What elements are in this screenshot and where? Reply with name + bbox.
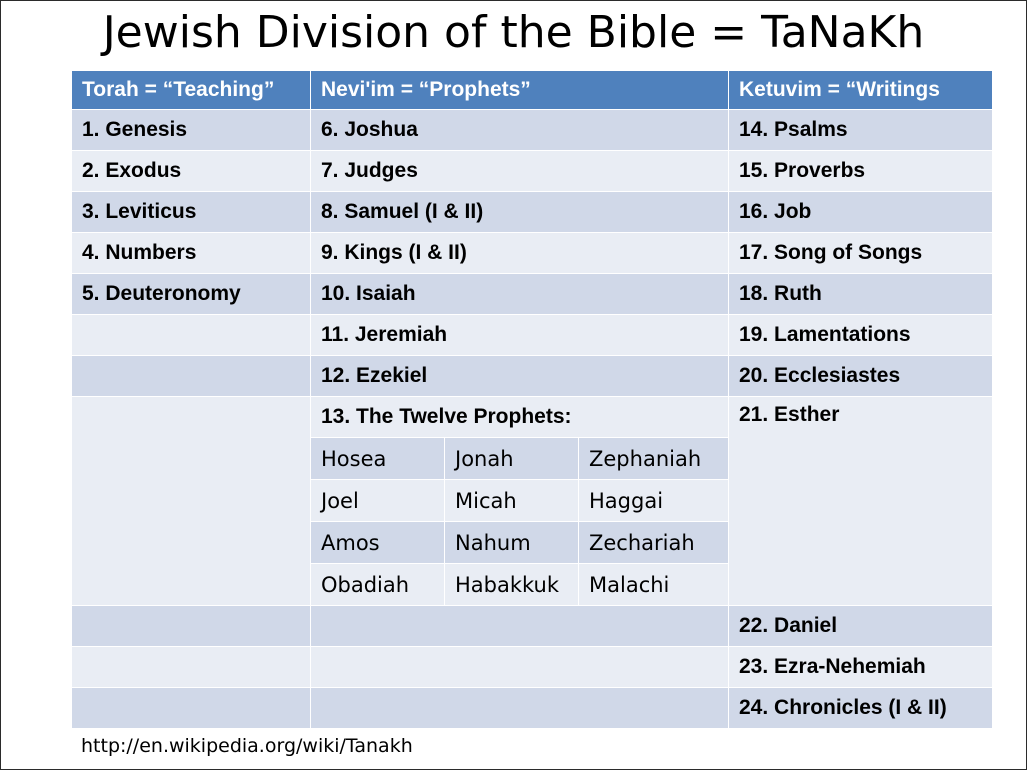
table-header-row: Torah = “Teaching” Nevi'im = “Prophets” … bbox=[71, 70, 993, 110]
table-row: 12. Ezekiel 20. Ecclesiastes bbox=[71, 355, 993, 397]
torah-cell-empty bbox=[71, 687, 311, 729]
slide-title: Jewish Division of the Bible = TaNaKh bbox=[102, 7, 925, 58]
prophets-row: Amos Nahum Zechariah bbox=[72, 521, 993, 564]
torah-cell-empty bbox=[71, 605, 311, 647]
ketuvim-cell: 23. Ezra-Nehemiah bbox=[728, 646, 993, 688]
neviim-cell: 6. Joshua bbox=[310, 109, 729, 151]
table-row: 22. Daniel bbox=[71, 605, 993, 647]
table-row: 5. Deuteronomy 10. Isaiah 18. Ruth bbox=[71, 273, 993, 315]
prophets-row: Hosea Jonah Zephaniah bbox=[72, 437, 993, 480]
neviim-cell: 10. Isaiah bbox=[310, 273, 729, 315]
prophet-cell: Habakkuk bbox=[444, 563, 579, 606]
prophet-cell: Nahum bbox=[444, 521, 579, 564]
table-row: 23. Ezra-Nehemiah bbox=[71, 646, 993, 688]
header-ketuvim: Ketuvim = “Writings bbox=[728, 70, 993, 110]
torah-cell: 1. Genesis bbox=[71, 109, 311, 151]
torah-cell-empty bbox=[71, 646, 311, 688]
ketuvim-cell: 14. Psalms bbox=[728, 109, 993, 151]
torah-cell-empty bbox=[71, 355, 311, 397]
torah-cell: 3. Leviticus bbox=[71, 191, 311, 233]
table-row: 1. Genesis 6. Joshua 14. Psalms bbox=[71, 109, 993, 151]
prophet-cell: Jonah bbox=[444, 437, 579, 480]
neviim-cell: 7. Judges bbox=[310, 150, 729, 192]
table-row: 24. Chronicles (I & II) bbox=[71, 687, 993, 729]
ketuvim-cell: 21. Esther bbox=[728, 396, 993, 606]
prophet-cell: Zephaniah bbox=[578, 437, 729, 480]
header-torah: Torah = “Teaching” bbox=[71, 70, 311, 110]
prophet-cell: Amos bbox=[310, 521, 445, 564]
torah-cell: 5. Deuteronomy bbox=[71, 273, 311, 315]
ketuvim-cell: 16. Job bbox=[728, 191, 993, 233]
prophet-cell: Hosea bbox=[310, 437, 445, 480]
ketuvim-cell: 19. Lamentations bbox=[728, 314, 993, 356]
torah-cell-empty bbox=[71, 396, 311, 606]
torah-cell: 4. Numbers bbox=[71, 232, 311, 274]
tanakh-table: Torah = “Teaching” Nevi'im = “Prophets” … bbox=[71, 70, 993, 729]
neviim-cell-empty bbox=[310, 687, 729, 729]
table-row: 4. Numbers 9. Kings (I & II) 17. Song of… bbox=[71, 232, 993, 274]
prophet-cell: Malachi bbox=[578, 563, 729, 606]
table-row: 11. Jeremiah 19. Lamentations bbox=[71, 314, 993, 356]
torah-cell-empty bbox=[71, 314, 311, 356]
neviim-cell: 8. Samuel (I & II) bbox=[310, 191, 729, 233]
table-row: 3. Leviticus 8. Samuel (I & II) 16. Job bbox=[71, 191, 993, 233]
neviim-cell-empty bbox=[310, 646, 729, 688]
neviim-cell: 13. The Twelve Prophets: bbox=[310, 396, 729, 438]
neviim-cell-empty bbox=[310, 605, 729, 647]
source-link[interactable]: http://en.wikipedia.org/wiki/Tanakh bbox=[81, 735, 413, 757]
ketuvim-cell: 22. Daniel bbox=[728, 605, 993, 647]
prophet-cell: Haggai bbox=[578, 479, 729, 522]
prophet-cell: Zechariah bbox=[578, 521, 729, 564]
ketuvim-cell: 17. Song of Songs bbox=[728, 232, 993, 274]
table-row: 13. The Twelve Prophets: 21. Esther bbox=[71, 396, 993, 606]
prophet-cell: Joel bbox=[310, 479, 445, 522]
prophet-cell: Micah bbox=[444, 479, 579, 522]
neviim-cell: 11. Jeremiah bbox=[310, 314, 729, 356]
prophets-row: Obadiah Habakkuk Malachi bbox=[72, 563, 993, 606]
neviim-cell: 9. Kings (I & II) bbox=[310, 232, 729, 274]
ketuvim-cell: 24. Chronicles (I & II) bbox=[728, 687, 993, 729]
header-neviim: Nevi'im = “Prophets” bbox=[310, 70, 729, 110]
prophets-row: Joel Micah Haggai bbox=[72, 479, 993, 522]
neviim-cell: 12. Ezekiel bbox=[310, 355, 729, 397]
torah-cell: 2. Exodus bbox=[71, 150, 311, 192]
prophet-cell: Obadiah bbox=[310, 563, 445, 606]
ketuvim-cell: 15. Proverbs bbox=[728, 150, 993, 192]
table-row: 2. Exodus 7. Judges 15. Proverbs bbox=[71, 150, 993, 192]
ketuvim-cell: 18. Ruth bbox=[728, 273, 993, 315]
ketuvim-cell: 20. Ecclesiastes bbox=[728, 355, 993, 397]
